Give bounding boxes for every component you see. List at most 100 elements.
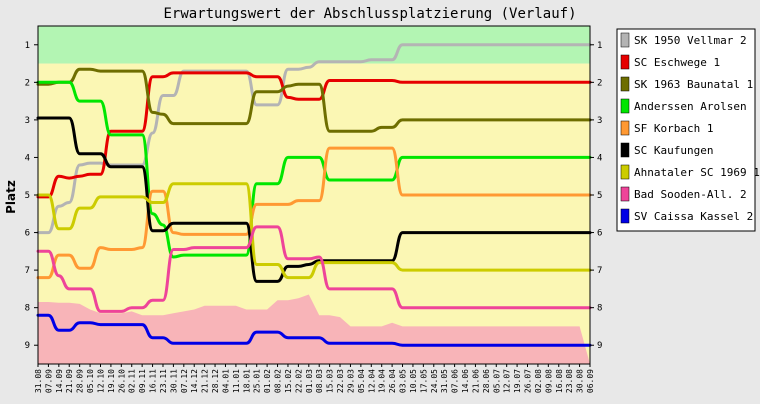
y-tick-label-right-8: 8 [597,304,602,314]
legend-swatch-3 [620,76,630,92]
series-line-9 [36,313,592,347]
x-tick-label-46: 19.07 [513,369,522,393]
y-tick-label-left-8: 8 [25,304,30,314]
x-tick-label-50: 16.08 [555,369,564,393]
x-tick-label-10: 09.11 [138,369,147,393]
x-tick-label-47: 26.07 [524,369,533,393]
legend-label-8: Bad Sooden-All. 2 [634,188,747,201]
x-tick-label-18: 04.01 [222,369,231,393]
x-tick-label-5: 05.10 [86,369,95,393]
x-tick-label-44: 05.07 [492,369,501,393]
x-tick-label-2: 14.09 [55,369,64,393]
legend-box [616,28,756,232]
chart-title: Erwartungswert der Abschlussplatzierung … [163,6,576,22]
y-tick-label-left-6: 6 [25,229,30,239]
x-tick-label-42: 21.06 [471,369,480,393]
x-tick-label-51: 23.08 [565,369,574,393]
x-tick-label-7: 19.10 [107,369,116,393]
y-axis-title: Platz [4,180,18,214]
y-tick-label-right-1: 1 [597,41,602,51]
x-tick-label-21: 25.01 [253,369,262,393]
x-tick-label-40: 07.06 [451,369,460,393]
series-line-6 [36,116,592,283]
legend: SK 1950 Vellmar 2 SC Eschwege 1 SK 1963 Ba… [616,28,760,232]
series-line-7 [36,182,592,280]
x-tick-label-15: 14.12 [190,369,199,393]
legend-swatch-6 [620,142,630,158]
series-line-5 [36,146,592,280]
y-tick-label-right-3: 3 [597,116,602,126]
legend-label-3: SK 1963 Baunatal 1 [634,78,753,91]
x-tick-label-49: 09.08 [544,369,553,393]
series-line-4 [36,80,592,259]
x-tick-label-8: 26.10 [117,369,126,393]
x-tick-label-19: 11.01 [232,369,241,393]
series-line-8 [36,225,592,313]
x-tick-label-29: 22.03 [336,369,345,393]
y-tick-label-left-2: 2 [25,78,30,88]
y-tick-label-right-7: 7 [597,266,602,276]
y-tick-label-right-6: 6 [597,229,602,239]
legend-label-6: SC Kaufungen [634,144,713,157]
series-line-3 [36,67,592,133]
x-tick-label-4: 28.09 [76,369,85,393]
plot-area: 1 12 23 34 45 56 67 78 89 931.08 07.09 14.09 21.09 28… [25,25,602,393]
x-tick-label-43: 28.06 [482,369,491,393]
x-tick-label-3: 21.09 [65,369,74,393]
x-tick-label-23: 08.02 [274,369,283,393]
x-tick-label-26: 01.03 [305,369,314,393]
y-tick-label-left-5: 5 [25,191,30,201]
legend-swatch-5 [620,120,630,136]
x-tick-label-52: 30.08 [576,369,585,393]
x-tick-label-6: 12.10 [97,369,106,393]
y-tick-label-left-1: 1 [25,41,30,51]
y-tick-label-right-2: 2 [597,78,602,88]
x-tick-label-35: 03.05 [399,369,408,393]
legend-label-1: SK 1950 Vellmar 2 [634,34,747,47]
x-tick-label-25: 22.02 [294,369,303,393]
legend-swatch-9 [620,208,630,224]
x-tick-label-27: 08.03 [315,369,324,393]
series-line-2 [36,71,592,199]
legend-swatch-8 [620,186,630,202]
x-tick-label-17: 28.12 [211,369,220,393]
series-line-1 [36,43,592,235]
x-tick-label-39: 31.05 [440,369,449,393]
y-tick-label-left-3: 3 [25,116,30,126]
legend-swatch-7 [620,164,630,180]
x-tick-label-38: 24.05 [430,369,439,393]
x-tick-label-34: 26.04 [388,369,397,393]
x-tick-label-30: 29.03 [347,369,356,393]
x-tick-label-13: 30.11 [169,369,178,393]
x-tick-label-24: 15.02 [284,369,293,393]
y-tick-label-right-9: 9 [597,341,602,351]
x-tick-label-22: 01.02 [263,369,272,393]
x-tick-label-28: 15.03 [326,369,335,393]
y-tick-label-right-5: 5 [597,191,602,201]
x-tick-label-48: 02.08 [534,369,543,393]
legend-swatch-2 [620,54,630,70]
x-tick-label-31: 05.04 [357,369,366,393]
x-tick-label-36: 10.05 [409,369,418,393]
x-tick-label-41: 14.06 [461,369,470,393]
x-tick-label-9: 02.11 [128,369,137,393]
x-tick-label-20: 18.01 [242,369,251,393]
y-tick-label-right-4: 4 [597,153,602,163]
y-tick-label-left-4: 4 [25,153,30,163]
y-tick-label-left-7: 7 [25,266,30,276]
legend-swatch-4 [620,98,630,114]
y-tick-label-left-9: 9 [25,341,30,351]
x-tick-label-16: 21.12 [201,369,210,393]
legend-label-5: SF Korbach 1 [634,122,713,135]
x-tick-label-12: 23.11 [159,369,168,393]
x-tick-label-11: 16.11 [149,369,158,393]
legend-label-9: SV Caissa Kassel 2 [634,210,753,223]
legend-label-4: Anderssen Arolsen [634,100,747,113]
x-tick-label-32: 12.04 [367,369,376,393]
legend-swatch-1 [620,32,630,48]
x-tick-label-33: 19.04 [378,369,387,393]
x-tick-label-37: 17.05 [419,369,428,393]
legend-label-2: SC Eschwege 1 [634,56,720,69]
